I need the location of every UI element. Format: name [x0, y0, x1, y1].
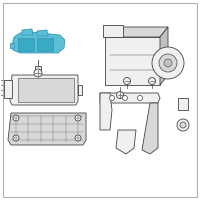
Polygon shape — [4, 80, 12, 98]
Circle shape — [77, 117, 79, 119]
Circle shape — [77, 137, 79, 139]
Circle shape — [138, 96, 142, 100]
Polygon shape — [100, 93, 160, 103]
Circle shape — [75, 135, 81, 141]
Polygon shape — [10, 75, 78, 105]
Polygon shape — [160, 27, 168, 85]
Polygon shape — [22, 29, 33, 35]
Polygon shape — [78, 85, 82, 95]
Polygon shape — [105, 37, 160, 85]
Polygon shape — [105, 27, 168, 37]
Polygon shape — [103, 25, 123, 37]
Circle shape — [122, 96, 128, 100]
Polygon shape — [35, 66, 41, 70]
Circle shape — [75, 115, 81, 121]
Polygon shape — [100, 93, 112, 130]
Circle shape — [180, 122, 186, 128]
Circle shape — [124, 77, 130, 84]
Circle shape — [152, 47, 184, 79]
Polygon shape — [142, 103, 158, 154]
Circle shape — [13, 115, 19, 121]
Circle shape — [116, 92, 124, 98]
Polygon shape — [18, 38, 34, 51]
Polygon shape — [18, 78, 74, 102]
Polygon shape — [37, 38, 53, 51]
Circle shape — [13, 135, 19, 141]
Polygon shape — [8, 113, 86, 145]
Circle shape — [148, 77, 156, 84]
Circle shape — [34, 69, 42, 77]
Circle shape — [164, 59, 172, 67]
Polygon shape — [116, 130, 136, 154]
Polygon shape — [10, 43, 14, 48]
Circle shape — [15, 117, 17, 119]
Circle shape — [15, 137, 17, 139]
Circle shape — [110, 96, 114, 100]
Circle shape — [177, 119, 189, 131]
Polygon shape — [12, 32, 65, 53]
Polygon shape — [37, 30, 48, 36]
Circle shape — [159, 54, 177, 72]
Polygon shape — [178, 98, 188, 110]
